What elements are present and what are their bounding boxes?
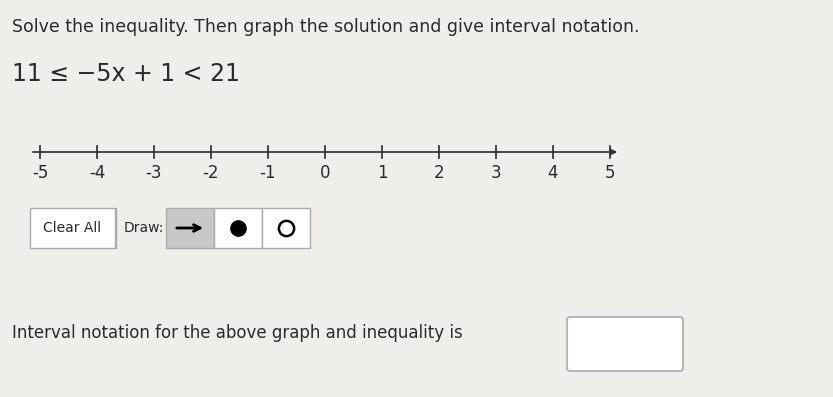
Text: Clear All: Clear All (43, 221, 102, 235)
Text: -3: -3 (146, 164, 162, 182)
Text: Interval notation for the above graph and inequality is: Interval notation for the above graph an… (12, 324, 463, 342)
Text: 4: 4 (548, 164, 558, 182)
Text: 2: 2 (434, 164, 444, 182)
Text: 1: 1 (377, 164, 387, 182)
Text: Solve the inequality. Then graph the solution and give interval notation.: Solve the inequality. Then graph the sol… (12, 18, 640, 36)
Text: 5: 5 (605, 164, 616, 182)
FancyBboxPatch shape (214, 208, 262, 248)
FancyBboxPatch shape (262, 208, 310, 248)
FancyBboxPatch shape (567, 317, 683, 371)
Text: -1: -1 (260, 164, 277, 182)
Text: -4: -4 (89, 164, 105, 182)
Text: 11 ≤ −5x + 1 < 21: 11 ≤ −5x + 1 < 21 (12, 62, 240, 86)
FancyBboxPatch shape (166, 208, 214, 248)
Text: 3: 3 (491, 164, 501, 182)
Text: 0: 0 (320, 164, 330, 182)
FancyBboxPatch shape (30, 208, 115, 248)
Text: -5: -5 (32, 164, 48, 182)
Text: -2: -2 (202, 164, 219, 182)
Text: Draw:: Draw: (124, 221, 164, 235)
